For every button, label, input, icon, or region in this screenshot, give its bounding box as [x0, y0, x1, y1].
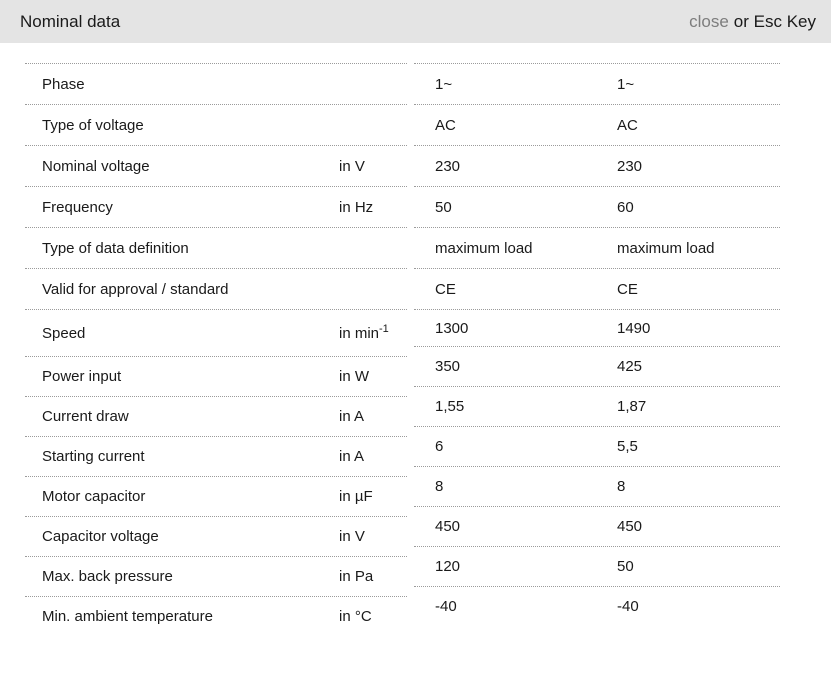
- spec-label: Phase: [42, 75, 85, 93]
- spec-row-label: Phase: [25, 63, 407, 104]
- spec-row-values: 1,55 1,87: [414, 386, 780, 426]
- spec-value-col1: 6: [435, 438, 444, 455]
- spec-unit: in A: [339, 448, 365, 465]
- spec-value-col2: 8: [617, 478, 626, 495]
- spec-row-label: Type of data definition: [25, 227, 407, 268]
- spec-unit: in V: [339, 528, 365, 545]
- spec-unit: in min-1: [339, 322, 389, 342]
- spec-value-col1: 120: [435, 558, 461, 575]
- spec-label: Power input: [42, 368, 122, 385]
- spec-value-col2: -40: [617, 598, 639, 615]
- spec-value-col2: 425: [617, 358, 643, 375]
- spec-row-values: maximum load maximum load: [414, 227, 780, 268]
- spec-row-values: -40 -40: [414, 586, 780, 626]
- spec-label: Type of voltage: [42, 116, 144, 134]
- spec-row-label: Type of voltage: [25, 104, 407, 145]
- spec-unit: in µF: [339, 488, 373, 505]
- spec-value-col1: maximum load: [435, 239, 533, 257]
- spec-row-values: 1300 1490: [414, 309, 780, 346]
- spec-value-col1: CE: [435, 280, 456, 298]
- spec-value-col2: maximum load: [617, 239, 715, 257]
- spec-value-col1: 1~: [435, 75, 453, 93]
- spec-value-col1: 1,55: [435, 398, 465, 415]
- spec-row-values: 1~ 1~: [414, 63, 780, 104]
- spec-value-col1: 350: [435, 358, 461, 375]
- spec-value-col1: -40: [435, 598, 457, 615]
- spec-unit: in W: [339, 368, 369, 385]
- spec-row-values: 120 50: [414, 546, 780, 586]
- spec-label: Motor capacitor: [42, 488, 146, 505]
- spec-row-values: 50 60: [414, 186, 780, 227]
- spec-value-col1: 450: [435, 518, 461, 535]
- spec-label: Capacitor voltage: [42, 528, 159, 545]
- spec-row-label: Motor capacitor in µF: [25, 476, 407, 516]
- spec-row-values: CE CE: [414, 268, 780, 309]
- modal-close-area: close or Esc Key: [689, 12, 816, 32]
- modal-title: Nominal data: [20, 11, 121, 31]
- spec-value-col1: 230: [435, 157, 461, 175]
- spec-table: Phase Type of voltage Nominal voltage in V F…: [25, 63, 831, 636]
- spec-row-label: Current draw in A: [25, 396, 407, 436]
- spec-label: Speed: [42, 324, 86, 342]
- spec-row-values: 350 425: [414, 346, 780, 386]
- spec-unit: in Hz: [339, 198, 374, 216]
- spec-value-col2: 1490: [617, 319, 651, 337]
- spec-unit-superscript: -1: [379, 322, 389, 335]
- spec-unit: in °C: [339, 608, 372, 625]
- modal-header: Nominal data close or Esc Key: [0, 0, 831, 43]
- spec-row-values: 6 5,5: [414, 426, 780, 466]
- spec-value-col1: 50: [435, 198, 452, 216]
- spec-row-label: Nominal voltage in V: [25, 145, 407, 186]
- spec-row-label: Max. back pressure in Pa: [25, 556, 407, 596]
- spec-row-label: Starting current in A: [25, 436, 407, 476]
- close-link[interactable]: close: [689, 11, 729, 31]
- spec-row-label: Power input in W: [25, 356, 407, 396]
- spec-value-col1: 1300: [435, 319, 469, 337]
- spec-row-label: Frequency in Hz: [25, 186, 407, 227]
- spec-value-col2: 50: [617, 558, 634, 575]
- spec-row-label: Capacitor voltage in V: [25, 516, 407, 556]
- spec-value-col1: 8: [435, 478, 444, 495]
- spec-table-values: 1~ 1~ AC AC 230 230 50 60 maximum load maximum lo…: [414, 63, 780, 626]
- esc-key-hint: or Esc Key: [733, 11, 816, 31]
- spec-value-col2: CE: [617, 280, 638, 298]
- spec-row-values: 230 230: [414, 145, 780, 186]
- spec-row-label: Min. ambient temperature in °C: [25, 596, 407, 636]
- spec-label: Current draw: [42, 408, 129, 425]
- spec-label: Nominal voltage: [42, 157, 150, 175]
- spec-value-col2: 5,5: [617, 438, 638, 455]
- spec-row-values: AC AC: [414, 104, 780, 145]
- spec-unit: in V: [339, 157, 365, 175]
- spec-row-values: 450 450: [414, 506, 780, 546]
- spec-unit: in Pa: [339, 568, 374, 585]
- spec-row-label: Speed in min-1: [25, 309, 407, 356]
- spec-value-col2: 450: [617, 518, 643, 535]
- spec-label: Type of data definition: [42, 239, 189, 257]
- spec-label: Max. back pressure: [42, 568, 173, 585]
- spec-value-col2: 1~: [617, 75, 635, 93]
- spec-label: Starting current: [42, 448, 145, 465]
- spec-value-col2: 60: [617, 198, 634, 216]
- spec-row-label: Valid for approval / standard: [25, 268, 407, 309]
- spec-value-col2: AC: [617, 116, 638, 134]
- spec-label: Frequency: [42, 198, 113, 216]
- spec-label: Min. ambient temperature: [42, 608, 213, 625]
- spec-table-labels: Phase Type of voltage Nominal voltage in V F…: [25, 63, 407, 636]
- spec-value-col1: AC: [435, 116, 456, 134]
- spec-value-col2: 230: [617, 157, 643, 175]
- spec-label: Valid for approval / standard: [42, 280, 229, 298]
- spec-value-col2: 1,87: [617, 398, 647, 415]
- spec-unit: in A: [339, 408, 365, 425]
